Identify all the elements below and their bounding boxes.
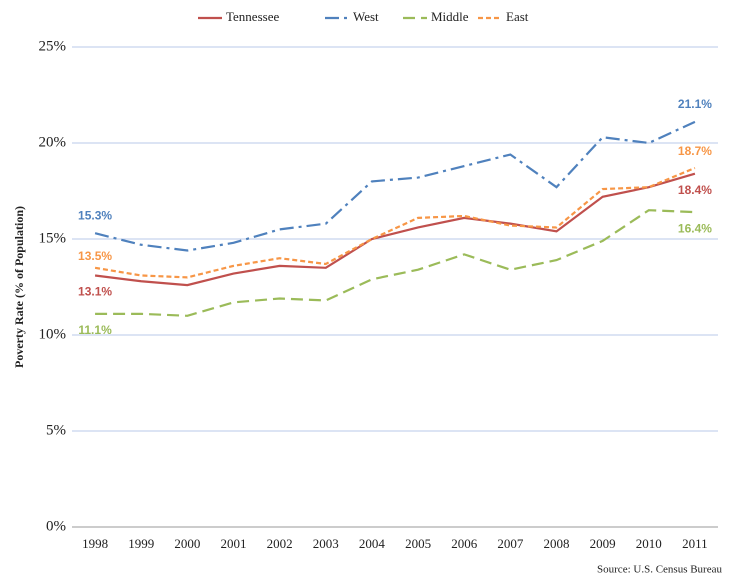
x-tick-label: 2010 <box>636 536 662 551</box>
y-tick-label: 5% <box>46 422 66 438</box>
x-tick-label: 1999 <box>128 536 154 551</box>
series-line <box>94 166 696 279</box>
x-tick-label: 2007 <box>497 536 524 551</box>
value-label: 18.7% <box>678 144 712 158</box>
legend-label: Middle <box>431 9 469 24</box>
legend-label: West <box>353 9 379 24</box>
series-line <box>95 209 695 317</box>
y-tick-label: 25% <box>39 38 67 54</box>
value-label: 13.1% <box>78 285 112 299</box>
value-label: 16.4% <box>678 221 712 235</box>
series-line <box>94 120 696 252</box>
value-label: 11.1% <box>78 323 112 337</box>
value-label: 15.3% <box>78 208 112 222</box>
series-line <box>94 172 696 287</box>
y-tick-label: 20% <box>39 134 67 150</box>
value-label: 18.4% <box>678 183 712 197</box>
legend-label: East <box>506 9 529 24</box>
x-tick-label: 2000 <box>174 536 200 551</box>
x-tick-label: 2011 <box>682 536 708 551</box>
x-tick-label: 2005 <box>405 536 431 551</box>
legend-label: Tennessee <box>226 9 279 24</box>
x-tick-label: 2002 <box>267 536 293 551</box>
y-tick-label: 15% <box>39 230 67 246</box>
x-tick-label: 2004 <box>359 536 386 551</box>
x-tick-label: 2003 <box>313 536 339 551</box>
y-tick-label: 10% <box>39 326 67 342</box>
value-label: 13.5% <box>78 249 112 263</box>
source: Source: U.S. Census Bureau <box>597 564 722 576</box>
x-tick-label: 2009 <box>590 536 616 551</box>
x-tick-label: 2006 <box>451 536 478 551</box>
x-tick-label: 1998 <box>82 536 108 551</box>
x-tick-label: 2001 <box>221 536 247 551</box>
x-tick-label: 2008 <box>544 536 570 551</box>
value-label: 21.1% <box>678 97 712 111</box>
y-tick-label: 0% <box>46 518 66 534</box>
y-axis-label: Poverty Rate (% of Population) <box>12 206 26 368</box>
